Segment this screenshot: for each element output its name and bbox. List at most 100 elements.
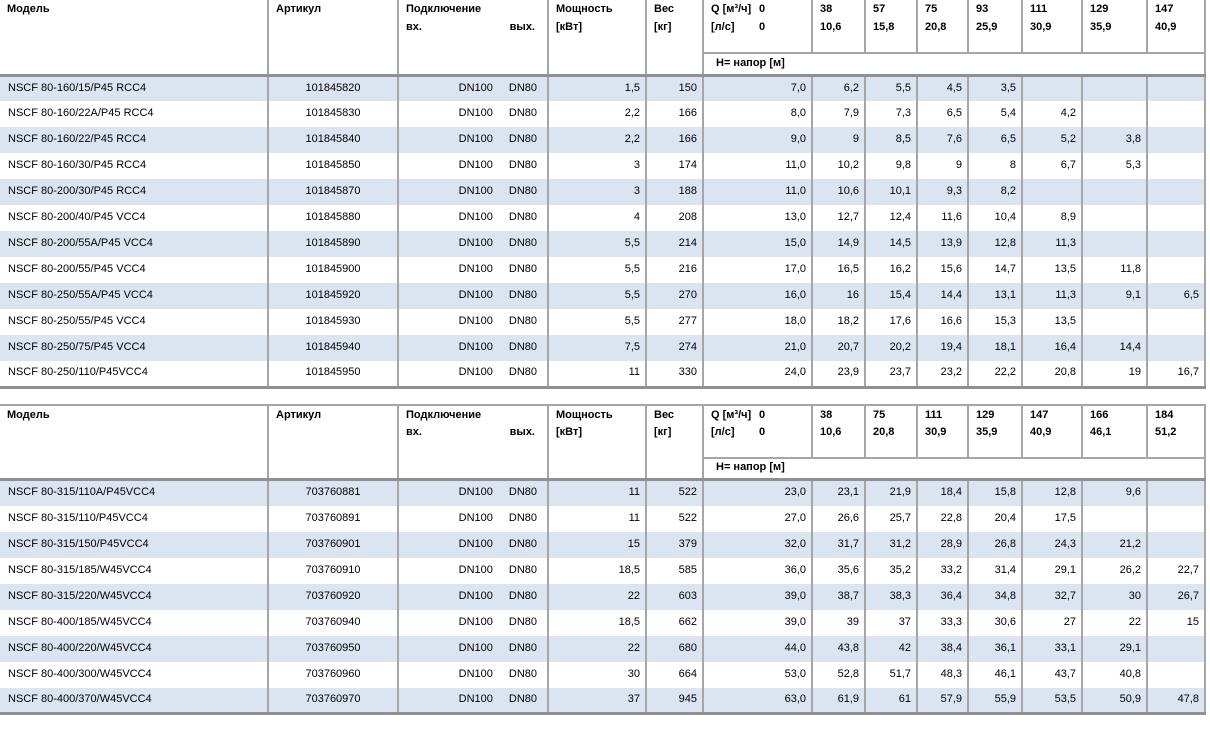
cell-weight: 585 bbox=[646, 557, 704, 584]
cell-dn-inlet: DN100 bbox=[458, 537, 493, 550]
cell-dn-inlet: DN100 bbox=[458, 81, 493, 94]
cell-article: 703760950 bbox=[268, 635, 399, 662]
cell-head-q7 bbox=[1147, 335, 1206, 361]
cell-head-q1: 10,2 bbox=[812, 153, 866, 179]
cell-article: 101845880 bbox=[268, 205, 399, 231]
flow-m3h-value: 129 bbox=[976, 408, 995, 421]
cell-article: 703760910 bbox=[268, 557, 399, 584]
cell-dn-inlet: DN100 bbox=[458, 237, 493, 250]
cell-weight: 522 bbox=[646, 505, 704, 532]
table-row: NSCF 80-160/15/P45 RCC4 101845820 DN100 DN8… bbox=[0, 75, 1206, 101]
weight-unit-label: [кг] bbox=[654, 20, 672, 33]
cell-head-q4: 36,1 bbox=[968, 635, 1023, 662]
cell-head-q2: 12,4 bbox=[865, 205, 918, 231]
cell-head-q1: 26,6 bbox=[812, 505, 866, 532]
cell-head-q0: 24,0 bbox=[703, 361, 813, 389]
head-band-row: H= напор [м] bbox=[0, 457, 1206, 481]
table-row: NSCF 80-250/55A/P45 VCC4 101845920 DN100 DN… bbox=[0, 283, 1206, 309]
cell-head-q3: 9 bbox=[917, 153, 969, 179]
cell-dn-inlet: DN100 bbox=[458, 511, 493, 524]
cell-head-q7 bbox=[1147, 205, 1206, 231]
cell-power: 22 bbox=[548, 583, 647, 610]
cell-model: NSCF 80-400/300/W45VCC4 bbox=[0, 661, 269, 688]
cell-power: 18,5 bbox=[548, 557, 647, 584]
cell-connection: DN100 DN80 bbox=[398, 257, 549, 283]
cell-head-q1: 23,1 bbox=[812, 479, 866, 506]
cell-head-q5: 11,3 bbox=[1022, 283, 1083, 309]
col-header-model: Модель bbox=[0, 0, 269, 77]
cell-model: NSCF 80-315/185/W45VCC4 bbox=[0, 557, 269, 584]
cell-head-q7: 26,7 bbox=[1147, 583, 1206, 610]
cell-dn-outlet: DN80 bbox=[508, 511, 537, 524]
cell-head-q2: 21,9 bbox=[865, 479, 918, 506]
head-band-label: H= напор [м] bbox=[703, 53, 1206, 77]
cell-head-q4: 8 bbox=[968, 153, 1023, 179]
cell-head-q2: 51,7 bbox=[865, 661, 918, 688]
pump-spec-table-2: Модель Артикул Подключение вх. вых. Мощность [… bbox=[0, 403, 1206, 715]
cell-article: 101845930 bbox=[268, 309, 399, 335]
cell-head-q5: 20,8 bbox=[1022, 361, 1083, 389]
cell-head-q1: 18,2 bbox=[812, 309, 866, 335]
table-row: NSCF 80-400/185/W45VCC4 703760940 DN100 DN8… bbox=[0, 609, 1206, 636]
cell-connection: DN100 DN80 bbox=[398, 557, 549, 584]
cell-head-q6: 30 bbox=[1082, 583, 1148, 610]
cell-dn-outlet: DN80 bbox=[508, 615, 537, 628]
cell-head-q3: 14,4 bbox=[917, 283, 969, 309]
connection-label: Подключение bbox=[406, 408, 482, 421]
cell-weight: 522 bbox=[646, 479, 704, 506]
cell-head-q5: 11,3 bbox=[1022, 231, 1083, 257]
flow-m3h-label-line: Q [м³/ч] 0 bbox=[711, 3, 810, 17]
cell-model: NSCF 80-250/55A/P45 VCC4 bbox=[0, 283, 269, 309]
flow-m3h-value: 147 bbox=[1030, 408, 1049, 421]
cell-head-q1: 7,9 bbox=[812, 101, 866, 127]
cell-head-q5: 16,4 bbox=[1022, 335, 1083, 361]
cell-head-q5: 29,1 bbox=[1022, 557, 1083, 584]
cell-model: NSCF 80-250/55/P45 VCC4 bbox=[0, 309, 269, 335]
cell-head-q2: 8,5 bbox=[865, 127, 918, 153]
flow-ls-value: 10,6 bbox=[820, 426, 842, 439]
cell-model: NSCF 80-200/55A/P45 VCC4 bbox=[0, 231, 269, 257]
cell-head-q0: 11,0 bbox=[703, 179, 813, 205]
cell-head-q1: 31,7 bbox=[812, 531, 866, 558]
cell-head-q2: 35,2 bbox=[865, 557, 918, 584]
cell-dn-inlet: DN100 bbox=[458, 107, 493, 120]
cell-head-q2: 17,6 bbox=[865, 309, 918, 335]
cell-dn-outlet: DN80 bbox=[508, 315, 537, 328]
cell-dn-inlet: DN100 bbox=[458, 133, 493, 146]
col-header-flow-2: 75 20,8 bbox=[865, 404, 918, 459]
flow-m3h-value: 166 bbox=[1090, 408, 1109, 421]
cell-connection: DN100 DN80 bbox=[398, 153, 549, 179]
flow-ls-value: 10,6 bbox=[820, 20, 842, 33]
table-row: NSCF 80-315/110A/P45VCC4 703760881 DN100 DN… bbox=[0, 479, 1206, 506]
cell-head-q7 bbox=[1147, 101, 1206, 127]
cell-power: 4 bbox=[548, 205, 647, 231]
cell-model: NSCF 80-160/22/P45 RCC4 bbox=[0, 127, 269, 153]
cell-model: NSCF 80-400/370/W45VCC4 bbox=[0, 687, 269, 715]
cell-head-q2: 25,7 bbox=[865, 505, 918, 532]
col-header-flow-7: 184 51,2 bbox=[1147, 404, 1206, 459]
cell-weight: 330 bbox=[646, 361, 704, 389]
cell-head-q2: 10,1 bbox=[865, 179, 918, 205]
flow-unit-ls-label: [л/с] bbox=[711, 20, 735, 33]
cell-head-q7: 22,7 bbox=[1147, 557, 1206, 584]
cell-head-q6: 26,2 bbox=[1082, 557, 1148, 584]
cell-connection: DN100 DN80 bbox=[398, 687, 549, 715]
cell-head-q5: 43,7 bbox=[1022, 661, 1083, 688]
cell-connection: DN100 DN80 bbox=[398, 583, 549, 610]
flow-ls-value: 46,1 bbox=[1090, 426, 1112, 439]
flow-ls-value: 40,9 bbox=[1155, 20, 1177, 33]
cell-model: NSCF 80-315/150/P45VCC4 bbox=[0, 531, 269, 558]
cell-dn-inlet: DN100 bbox=[458, 289, 493, 302]
cell-head-q0: 32,0 bbox=[703, 531, 813, 558]
cell-head-q3: 4,5 bbox=[917, 75, 969, 101]
cell-head-q3: 18,4 bbox=[917, 479, 969, 506]
cell-head-q4: 46,1 bbox=[968, 661, 1023, 688]
pump-spec-table-1: Модель Артикул Подключение вх. вых. Мощность [… bbox=[0, 0, 1206, 389]
cell-head-q3: 13,9 bbox=[917, 231, 969, 257]
cell-dn-outlet: DN80 bbox=[508, 692, 537, 705]
cell-head-q6: 5,3 bbox=[1082, 153, 1148, 179]
cell-head-q4: 20,4 bbox=[968, 505, 1023, 532]
cell-dn-inlet: DN100 bbox=[458, 263, 493, 276]
cell-head-q5: 13,5 bbox=[1022, 257, 1083, 283]
cell-head-q7 bbox=[1147, 635, 1206, 662]
